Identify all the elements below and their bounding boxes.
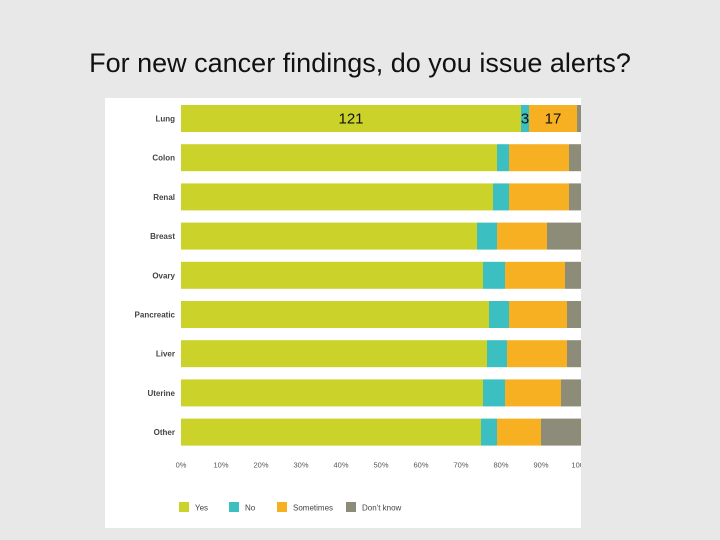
bar-renal-no bbox=[493, 183, 509, 211]
bar-uterine-yes bbox=[181, 379, 483, 407]
legend-label-don-t-know: Don't know bbox=[362, 504, 402, 513]
bar-lung-no bbox=[521, 105, 529, 132]
bar-other-yes bbox=[181, 418, 481, 446]
legend-label-no: No bbox=[245, 504, 256, 513]
x-tick-label: 90% bbox=[533, 461, 548, 470]
x-tick-label: 40% bbox=[333, 461, 348, 470]
bar-breast-no bbox=[477, 222, 497, 250]
data-label: 3 bbox=[521, 111, 529, 128]
bar-lung-sometimes bbox=[529, 105, 577, 132]
x-tick-labels: 0% 10% 20% 30% 40% 50% 60% 70% 80% 90% 100% bbox=[176, 461, 581, 470]
bar-liver-no bbox=[487, 340, 507, 368]
legend-swatch-don-t-know bbox=[346, 502, 356, 512]
bar-breast-yes bbox=[181, 222, 477, 250]
bar-other-don-t-know bbox=[541, 418, 581, 446]
bar-liver-don-t-know bbox=[567, 340, 581, 368]
bar-other-sometimes bbox=[497, 418, 541, 446]
x-tick-label: 20% bbox=[253, 461, 268, 470]
legend-swatch-no bbox=[229, 502, 239, 512]
category-label: Breast bbox=[150, 232, 175, 241]
bar-pancreatic-no bbox=[489, 301, 509, 328]
x-tick-label: 70% bbox=[453, 461, 468, 470]
bar-uterine-no bbox=[483, 379, 505, 407]
category-label: Ovary bbox=[152, 271, 175, 280]
bar-lung-yes bbox=[181, 105, 521, 132]
bar-renal-don-t-know bbox=[569, 183, 581, 211]
bars-layer bbox=[181, 105, 581, 446]
bar-colon-sometimes bbox=[509, 144, 569, 172]
category-labels: Lung Colon Renal Breast Ovary Pancreatic Liver… bbox=[135, 115, 176, 438]
bar-other-no bbox=[481, 418, 497, 446]
bar-ovary-sometimes bbox=[505, 261, 565, 289]
category-label: Uterine bbox=[147, 389, 175, 398]
bar-lung-don-t-know bbox=[577, 105, 581, 132]
bar-renal-sometimes bbox=[509, 183, 569, 211]
bar-ovary-no bbox=[483, 261, 505, 289]
data-labels: 121 3 17 bbox=[338, 111, 561, 128]
bar-colon-don-t-know bbox=[569, 144, 581, 172]
data-label: 17 bbox=[545, 111, 562, 128]
bar-pancreatic-sometimes bbox=[509, 301, 567, 328]
stacked-bar-chart: Lung Colon Renal Breast Ovary Pancreatic Liver… bbox=[135, 105, 581, 513]
legend-label-yes: Yes bbox=[195, 504, 208, 513]
legend-swatch-yes bbox=[179, 502, 189, 512]
bar-breast-sometimes bbox=[497, 222, 547, 250]
category-label: Colon bbox=[152, 154, 175, 163]
bar-ovary-yes bbox=[181, 261, 483, 289]
bar-renal-yes bbox=[181, 183, 493, 211]
x-tick-label: 10% bbox=[213, 461, 228, 470]
x-tick-label: 100% bbox=[571, 461, 581, 470]
category-label: Lung bbox=[155, 115, 175, 124]
category-label: Pancreatic bbox=[135, 311, 176, 320]
bar-ovary-don-t-know bbox=[565, 261, 581, 289]
bar-colon-no bbox=[497, 144, 509, 172]
bar-breast-don-t-know bbox=[547, 222, 581, 250]
bar-pancreatic-don-t-know bbox=[567, 301, 581, 328]
bar-uterine-sometimes bbox=[505, 379, 561, 407]
category-label: Renal bbox=[153, 193, 175, 202]
category-label: Other bbox=[154, 428, 175, 437]
legend: Yes No Sometimes Don't know bbox=[179, 502, 402, 513]
category-label: Liver bbox=[156, 350, 175, 359]
bar-pancreatic-yes bbox=[181, 301, 489, 328]
legend-label-sometimes: Sometimes bbox=[293, 504, 333, 513]
legend-swatch-sometimes bbox=[277, 502, 287, 512]
slide-title: For new cancer findings, do you issue al… bbox=[89, 48, 631, 78]
x-tick-label: 50% bbox=[373, 461, 388, 470]
x-tick-label: 0% bbox=[176, 461, 187, 470]
bar-colon-yes bbox=[181, 144, 497, 172]
data-label: 121 bbox=[338, 111, 363, 128]
bar-liver-sometimes bbox=[507, 340, 567, 368]
x-tick-label: 60% bbox=[413, 461, 428, 470]
x-tick-label: 30% bbox=[293, 461, 308, 470]
bar-uterine-don-t-know bbox=[561, 379, 581, 407]
x-tick-label: 80% bbox=[493, 461, 508, 470]
bar-liver-yes bbox=[181, 340, 487, 368]
